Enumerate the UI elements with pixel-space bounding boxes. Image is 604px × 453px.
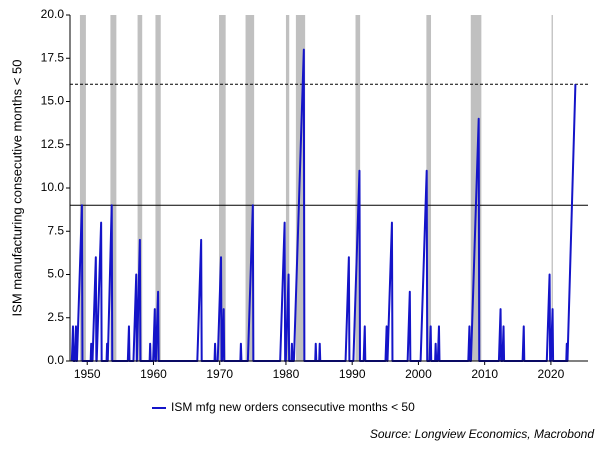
- recession-band: [426, 15, 432, 361]
- recession-band: [551, 15, 553, 361]
- x-tick-label: 1990: [339, 367, 366, 381]
- y-axis-label: ISM manufacturing consecutive months < 5…: [9, 60, 24, 317]
- x-tick-label: 1970: [206, 367, 233, 381]
- y-tick-label: 15.0: [41, 94, 65, 108]
- y-tick-label: 2.5: [47, 310, 64, 324]
- recession-band: [295, 15, 306, 361]
- y-tick-label: 5.0: [47, 267, 64, 281]
- y-tick-label: 10.0: [41, 180, 65, 194]
- source: Source: Longview Economics, Macrobond: [370, 427, 594, 441]
- recession-band: [355, 15, 361, 361]
- y-tick-label: 17.5: [41, 50, 65, 64]
- recession-band: [155, 15, 161, 361]
- x-tick-label: 1960: [140, 367, 167, 381]
- y-tick-label: 7.5: [47, 223, 64, 237]
- recession-band: [245, 15, 255, 361]
- x-tick-label: 2020: [538, 367, 565, 381]
- x-tick-label: 2000: [405, 367, 432, 381]
- legend-label: ISM mfg new orders consecutive months < …: [171, 400, 415, 414]
- recession-band: [79, 15, 86, 361]
- recession-band: [110, 15, 117, 361]
- x-tick-label: 2010: [471, 367, 498, 381]
- recession-band: [285, 15, 290, 361]
- y-tick-label: 12.5: [41, 137, 65, 151]
- y-tick-label: 20.0: [41, 7, 65, 21]
- y-tick-label: 0.0: [47, 353, 64, 367]
- recession-band: [137, 15, 143, 361]
- recession-band: [219, 15, 226, 361]
- x-tick-label: 1980: [273, 367, 300, 381]
- x-tick-label: 1950: [74, 367, 101, 381]
